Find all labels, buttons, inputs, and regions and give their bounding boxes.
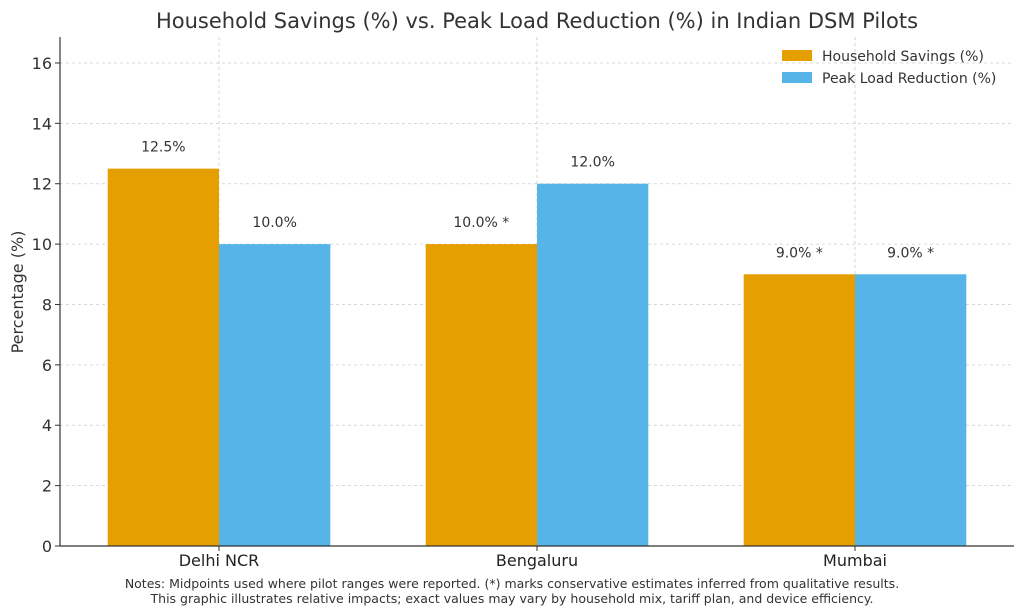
y-tick-label: 14 [32, 114, 52, 133]
y-axis-label: Percentage (%) [8, 231, 27, 354]
x-tick-label: Bengaluru [496, 551, 578, 570]
x-ticks: Delhi NCR Bengaluru Mumbai [179, 546, 887, 570]
y-tick-label: 4 [42, 416, 52, 435]
legend-label: Household Savings (%) [822, 49, 984, 65]
legend-swatch [782, 72, 812, 83]
legend-swatch [782, 50, 812, 61]
note-line-1: Notes: Midpoints used where pilot ranges… [125, 576, 899, 591]
bar-value-label: 10.0% * [453, 215, 509, 231]
bar-household-savings [107, 168, 219, 547]
bars [107, 168, 967, 547]
note-line-2: This graphic illustrates relative impact… [150, 591, 874, 606]
y-tick-label: 2 [42, 477, 52, 496]
y-tick-label: 16 [32, 54, 52, 73]
y-tick-label: 10 [32, 235, 52, 254]
bar-value-label: 9.0% * [887, 245, 934, 261]
bar-peak-load-reduction [219, 244, 331, 546]
y-tick-label: 8 [42, 295, 52, 314]
x-tick-label: Delhi NCR [179, 551, 260, 570]
y-tick-label: 12 [32, 175, 52, 194]
bar-peak-load-reduction [537, 183, 649, 547]
y-tick-label: 0 [42, 537, 52, 556]
bar-household-savings [743, 274, 855, 546]
bar-labels: 12.5% 10.0% * 9.0% * 10.0% 12.0% 9.0% * [141, 140, 934, 262]
bar-value-label: 12.0% [570, 155, 614, 171]
y-tick-label: 6 [42, 356, 52, 375]
bar-value-label: 10.0% [252, 215, 296, 231]
bar-household-savings [425, 244, 537, 546]
legend-label: Peak Load Reduction (%) [822, 71, 996, 87]
bar-value-label: 9.0% * [776, 245, 823, 261]
legend: Household Savings (%) Peak Load Reduction… [782, 49, 996, 87]
x-tick-label: Mumbai [823, 551, 887, 570]
bar-value-label: 12.5% [141, 140, 185, 156]
bar-peak-load-reduction [855, 274, 967, 546]
y-ticks: 0 2 4 6 8 10 12 14 16 [32, 54, 60, 556]
chart-title: Household Savings (%) vs. Peak Load Redu… [156, 9, 918, 33]
